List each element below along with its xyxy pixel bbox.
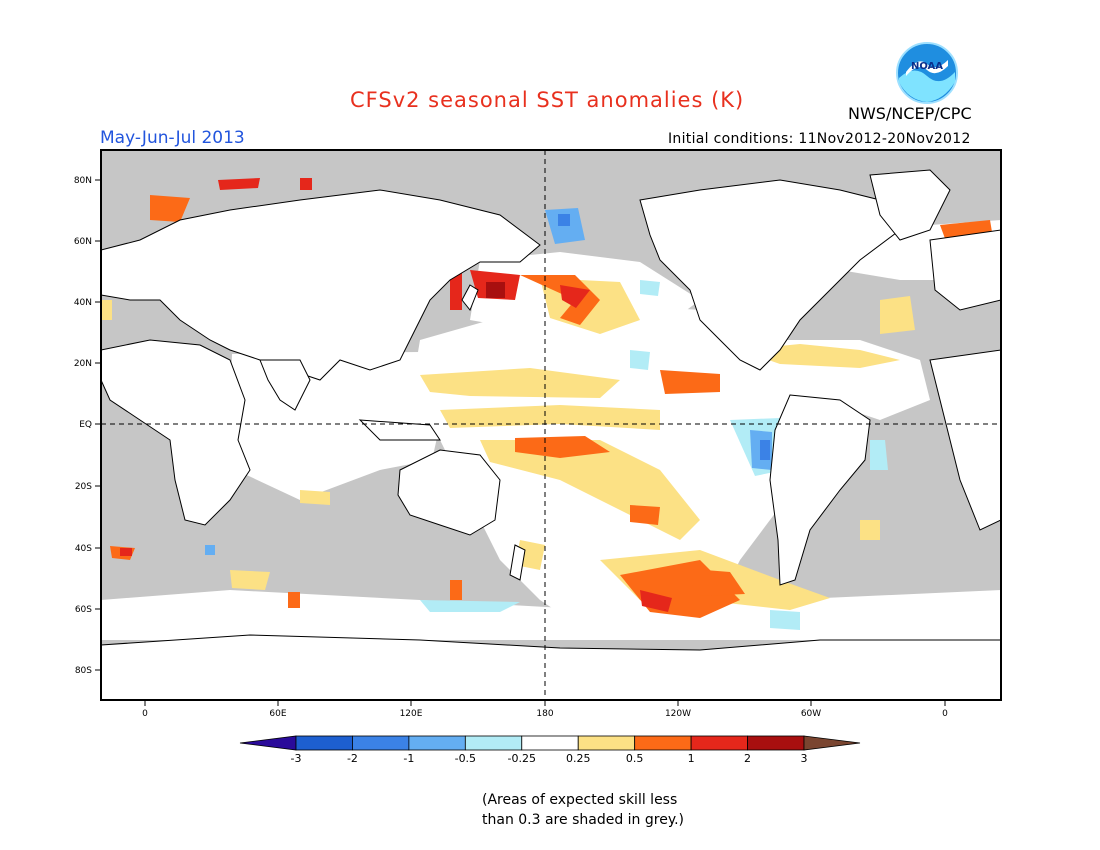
colorbar-tick-label: 3 [801, 752, 808, 765]
land-eurasia [101, 189, 541, 381]
agency-label: NWS/NCEP/CPC [848, 104, 972, 123]
colorbar-segment [352, 735, 410, 751]
sst-anomaly-map: 80N 60N 40N 20N EQ 20S 40S 60S 80S 0 60E… [74, 149, 1002, 765]
lat-label-40s: 40S [75, 544, 92, 554]
lon-label-0-west: 0 [142, 709, 148, 719]
land-australia [397, 449, 501, 536]
season-label: May-Jun-Jul 2013 [100, 128, 245, 148]
colorbar-tick-label: -2 [347, 752, 358, 765]
land-japan [461, 284, 479, 311]
map-frame [100, 149, 1002, 701]
colorbar-left-arrow [239, 735, 297, 751]
land-north-america [639, 179, 901, 371]
anomaly-layer [101, 150, 1001, 700]
colorbar-tick-label: -1 [403, 752, 414, 765]
map-title: CFSv2 seasonal SST anomalies (K) [350, 88, 745, 112]
lon-label-180: 180 [536, 709, 553, 719]
skill-note-line-1: (Areas of expected skill less [482, 792, 678, 808]
longitude-axis: 0 60E 120E 180 120W 60W 0 [142, 700, 948, 719]
land-africa [101, 339, 251, 526]
colorbar-segment [634, 735, 692, 751]
colorbar-tick-label: 0.25 [566, 752, 591, 765]
colorbar-segment [747, 735, 805, 751]
lon-label-120w: 120W [665, 709, 691, 719]
colorbar-segment [577, 735, 636, 751]
lat-label-eq: EQ [79, 420, 92, 430]
lat-label-60n: 60N [74, 237, 92, 247]
land-new-zealand [509, 544, 526, 581]
lon-label-120e: 120E [400, 709, 423, 719]
initial-conditions: Initial conditions: 11Nov2012-20Nov2012 [668, 131, 971, 147]
colorbar-tick-label: 1 [688, 752, 695, 765]
colorbar-tick-label: -3 [291, 752, 302, 765]
colorbar: -3 -2 -1 -0.5 -0.25 0.25 0.5 1 2 3 [239, 735, 861, 765]
lat-label-40n: 40N [74, 298, 92, 308]
lat-label-80n: 80N [74, 176, 92, 186]
lon-label-0-east: 0 [942, 709, 948, 719]
noaa-logo-icon: NOAA [896, 42, 958, 104]
colorbar-segment [295, 735, 353, 751]
colorbar-tick-label: 2 [744, 752, 751, 765]
land-antarctica [101, 634, 1001, 700]
land-greenland [869, 169, 951, 241]
anomaly-2-3 [486, 282, 505, 298]
lon-label-60e: 60E [269, 709, 286, 719]
land-africa-east-wrap [929, 349, 1001, 531]
lat-label-20s: 20S [75, 482, 92, 492]
colorbar-tick-label: -0.25 [508, 752, 536, 765]
lat-label-80s: 80S [75, 666, 92, 676]
lat-label-20n: 20N [74, 359, 92, 369]
colorbar-segment [690, 735, 748, 751]
land-south-america [769, 394, 871, 586]
colorbar-segment [521, 735, 579, 751]
latitude-axis: 80N 60N 40N 20N EQ 20S 40S 60S 80S [74, 176, 101, 676]
land-europe-east-wrap [929, 229, 1001, 311]
anomaly-neg-1 [558, 214, 770, 460]
colorbar-right-arrow [803, 735, 861, 751]
noaa-logo-text: NOAA [911, 61, 943, 72]
colorbar-tick-label: 0.5 [626, 752, 644, 765]
lon-label-60w: 60W [801, 709, 821, 719]
lat-label-60s: 60S [75, 605, 92, 615]
land-masses [101, 169, 1001, 700]
land-india [259, 359, 311, 411]
colorbar-tick-label: -0.5 [455, 752, 476, 765]
land-indonesia [358, 419, 441, 441]
colorbar-segment [464, 735, 523, 751]
colorbar-segment [408, 735, 466, 751]
skill-note-line-2: than 0.3 are shaded in grey.) [482, 812, 685, 828]
